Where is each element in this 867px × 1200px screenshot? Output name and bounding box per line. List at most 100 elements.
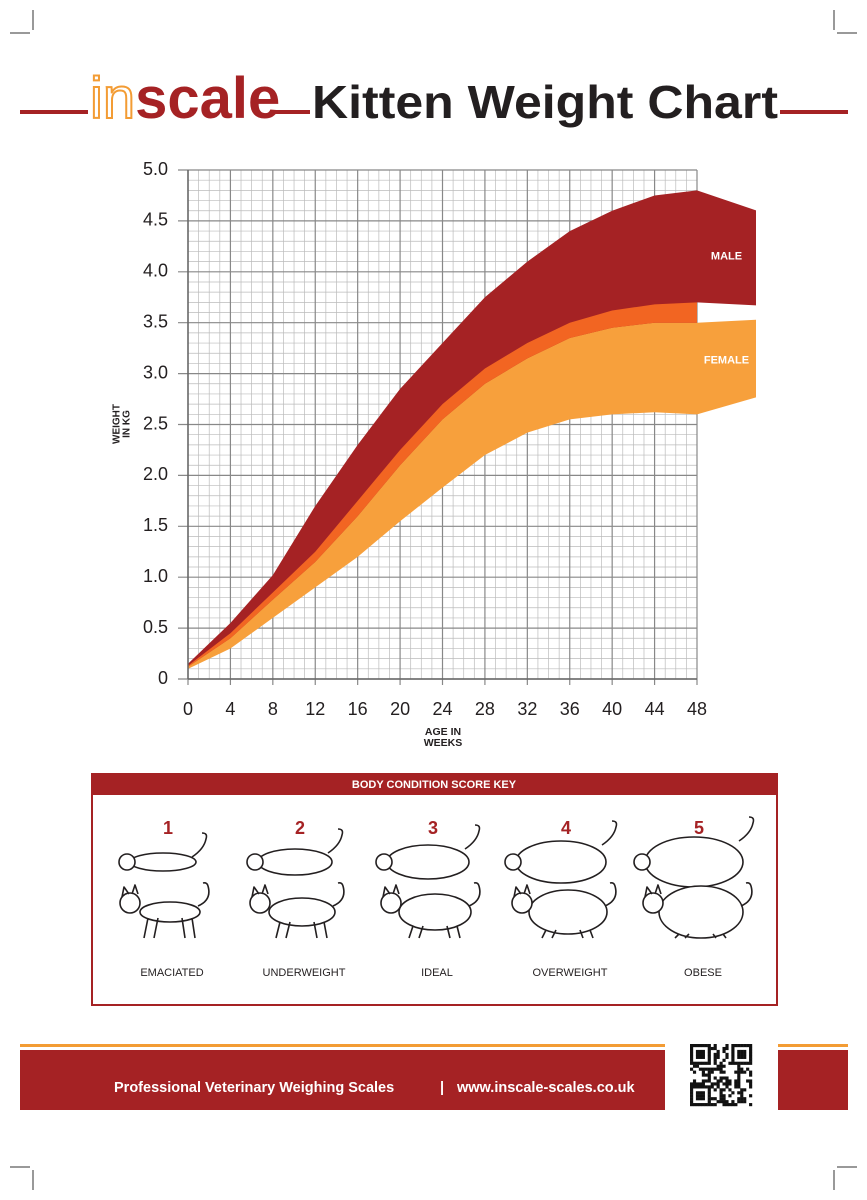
qr-module bbox=[713, 1061, 717, 1065]
qr-module bbox=[710, 1103, 714, 1107]
cat-side-ears bbox=[644, 884, 662, 898]
qr-module bbox=[716, 1052, 720, 1057]
cat-side-body bbox=[398, 893, 472, 931]
qr-module bbox=[725, 1044, 729, 1048]
qr-module bbox=[716, 1064, 720, 1068]
qr-module bbox=[704, 1044, 708, 1048]
qr-module bbox=[690, 1061, 694, 1065]
qr-module bbox=[737, 1064, 741, 1068]
qr-module bbox=[695, 1064, 700, 1068]
qr-module bbox=[692, 1079, 697, 1083]
qr-module bbox=[749, 1073, 753, 1077]
qr-module bbox=[749, 1044, 753, 1048]
qr-module bbox=[713, 1046, 717, 1051]
qr-module bbox=[737, 1055, 741, 1059]
qr-module bbox=[734, 1103, 738, 1107]
qr-module bbox=[690, 1094, 694, 1098]
footer-band bbox=[20, 1050, 665, 1110]
qr-module bbox=[722, 1097, 726, 1101]
cat-top-body bbox=[644, 836, 744, 888]
qr-module bbox=[713, 1103, 717, 1107]
qr-module bbox=[690, 1052, 694, 1057]
qr-module bbox=[704, 1103, 708, 1107]
qr-module bbox=[707, 1088, 711, 1092]
qr-module bbox=[701, 1067, 705, 1071]
qr-module bbox=[722, 1100, 726, 1104]
cat-side-leg bbox=[589, 929, 594, 939]
qr-module bbox=[713, 1076, 717, 1080]
qr-module bbox=[692, 1061, 697, 1065]
cat-top-tail bbox=[738, 816, 755, 842]
qr-module bbox=[737, 1044, 741, 1048]
qr-module bbox=[719, 1079, 723, 1083]
qr-module bbox=[731, 1055, 735, 1059]
cat-side-body bbox=[139, 901, 201, 923]
qr-module bbox=[731, 1046, 735, 1051]
qr-module bbox=[701, 1094, 705, 1098]
qr-module bbox=[746, 1067, 750, 1071]
qr-module bbox=[701, 1052, 705, 1057]
cat-top-tail bbox=[601, 820, 618, 846]
qr-module bbox=[710, 1067, 714, 1071]
x-tick-label: 8 bbox=[268, 699, 278, 719]
range-band bbox=[188, 190, 697, 667]
qr-module bbox=[740, 1070, 744, 1074]
cat-side-leg bbox=[153, 917, 159, 939]
cat-top-body bbox=[386, 844, 470, 880]
qr-module bbox=[749, 1085, 753, 1089]
qr-module bbox=[698, 1091, 703, 1095]
score-key: BODY CONDITION SCORE KEY 1 EMACIATED 2 UNDE… bbox=[91, 773, 778, 1006]
qr-module bbox=[749, 1094, 753, 1098]
qr-module bbox=[725, 1052, 729, 1057]
qr-module bbox=[701, 1073, 705, 1077]
x-tick-label: 48 bbox=[687, 699, 707, 719]
qr-module bbox=[740, 1044, 744, 1048]
qr-module bbox=[722, 1049, 726, 1054]
qr-module bbox=[698, 1067, 703, 1071]
qr-module bbox=[719, 1088, 723, 1092]
qr-module bbox=[716, 1055, 720, 1059]
cat-side-leg bbox=[674, 933, 680, 939]
qr-module bbox=[749, 1103, 753, 1107]
qr-module bbox=[734, 1079, 738, 1083]
footer-tagline: Professional Veterinary Weighing Scales bbox=[114, 1080, 394, 1096]
qr-module bbox=[743, 1049, 747, 1054]
qr-module bbox=[731, 1058, 735, 1062]
qr-module bbox=[743, 1052, 747, 1057]
qr-module bbox=[707, 1058, 711, 1062]
cat-illustration bbox=[504, 820, 618, 939]
qr-module bbox=[690, 1103, 694, 1107]
cat-side-leg bbox=[143, 917, 149, 939]
qr-module bbox=[716, 1100, 720, 1104]
qr-module bbox=[698, 1061, 703, 1065]
qr-module bbox=[704, 1073, 708, 1077]
qr-module bbox=[731, 1100, 735, 1104]
qr-module bbox=[749, 1061, 753, 1065]
qr-module bbox=[710, 1085, 714, 1089]
qr-module bbox=[737, 1076, 741, 1080]
qr-module bbox=[707, 1094, 711, 1098]
qr-module bbox=[725, 1046, 729, 1051]
qr-module bbox=[734, 1070, 738, 1074]
footer-website: www.inscale-scales.co.uk bbox=[456, 1080, 636, 1096]
footer-rule bbox=[20, 1044, 665, 1047]
qr-module bbox=[737, 1073, 741, 1077]
qr-module bbox=[701, 1085, 705, 1089]
qr-module bbox=[740, 1088, 744, 1092]
qr-module bbox=[695, 1061, 700, 1065]
qr-module bbox=[731, 1052, 735, 1057]
qr-module bbox=[737, 1082, 741, 1086]
qr-module bbox=[722, 1094, 726, 1098]
cat-side-head bbox=[119, 892, 141, 914]
cat-side-leg bbox=[722, 933, 727, 939]
qr-module bbox=[725, 1100, 729, 1104]
qr-module bbox=[701, 1055, 705, 1059]
qr-module bbox=[692, 1044, 697, 1048]
qr-module bbox=[695, 1097, 700, 1101]
cat-illustration bbox=[246, 828, 345, 939]
qr-module bbox=[722, 1058, 726, 1062]
qr-module bbox=[719, 1076, 723, 1080]
cat-illustration bbox=[375, 824, 481, 939]
qr-module bbox=[716, 1079, 720, 1083]
